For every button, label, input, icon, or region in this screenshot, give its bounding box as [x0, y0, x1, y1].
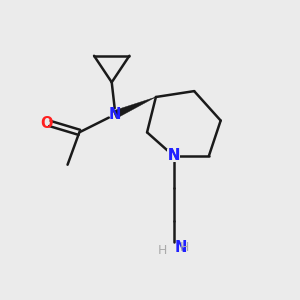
FancyBboxPatch shape [167, 149, 180, 162]
Text: H: H [180, 241, 189, 254]
Text: H: H [158, 244, 167, 256]
Text: N: N [109, 107, 121, 122]
Polygon shape [113, 97, 156, 118]
Text: N: N [167, 148, 180, 164]
Text: N: N [175, 240, 188, 255]
Text: N: N [167, 148, 180, 164]
Text: O: O [41, 116, 53, 131]
